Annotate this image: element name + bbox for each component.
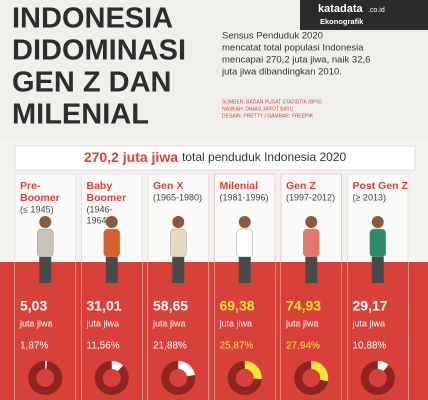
gen-name: Post Gen Z [353,180,409,192]
gen-value: 74,93 [286,298,321,314]
gen-unit: juta jiwa [352,318,386,328]
figure-body [369,228,386,258]
gen-value: 58,65 [153,298,188,314]
gen-percent: 27,94% [286,341,320,352]
donut-arc [28,361,63,395]
column-lower [214,262,275,400]
gen-years: 1964) [87,215,110,225]
banner-rest: total penduduk Indonesia 2020 [182,150,346,164]
gen-unit: juta jiwa [152,318,186,328]
figure-legs [238,257,251,283]
gen-years: (1946- [87,204,113,214]
figure-head [305,216,318,228]
banner-text: 270,2 juta jiwa total penduduk Indonesia … [84,149,347,165]
gen-unit: juta jiwa [19,318,53,328]
gen-unit: juta jiwa [285,318,319,328]
gen-value: 31,01 [87,298,122,314]
column-lower [81,262,142,400]
gen-name: Milenial [220,180,259,192]
gen-percent: 11,56% [87,341,120,352]
gen-years: (1965-1980) [153,192,202,202]
figure-head [39,216,52,228]
intro-line: juta jiwa dibandingkan 2010. [221,67,342,78]
title-line: INDONESIA [12,3,173,35]
gen-value: 5,03 [20,298,47,314]
column-lower [281,262,342,400]
logo-sub: Ekonografik [320,17,364,26]
donut-arc [360,361,395,395]
gen-name: Gen X [153,180,183,192]
logo-box [300,0,428,30]
credit-line: SUMBER: BADAN PUSAT STATISTIK (BPS) [222,99,322,105]
gen-name: Baby [87,180,113,192]
logo-domain: .co.id [368,7,385,14]
credit-line: DESAIN: PRETTY / GAMBAR: FREEPIK [222,113,314,119]
figure-head [172,216,185,228]
figure-body [103,228,120,258]
title-line: MILENIAL [12,99,149,131]
figure-head [105,216,118,228]
gen-years: (1997-2012) [286,192,335,202]
intro-line: mencapai 270,2 juta jiwa, naik 32,6 [222,55,370,66]
gen-name: Gen Z [286,180,316,192]
gen-years: (≥ 2013) [353,192,386,202]
donut-arc [94,361,129,395]
figure-head [371,216,384,228]
gen-name: Boomer [20,192,60,204]
gen-percent: 1,87% [20,341,48,352]
gen-name: Pre- [20,180,41,192]
figure-body [170,228,187,258]
banner-box [14,145,416,171]
figure-legs [39,257,52,283]
banner-bold: 270,2 juta jiwa [84,149,178,165]
logo: katadata [318,3,364,15]
donut-arc [294,361,329,395]
column-lower [347,262,408,400]
gen-value: 29,17 [353,298,388,314]
gen-years: (≤ 1945) [20,204,53,214]
gen-value: 69,38 [220,298,255,314]
figure-body [303,228,320,258]
title-line: GEN Z DAN [12,67,172,99]
figure-legs [105,257,118,283]
title-line: DIDOMINASI [12,35,186,67]
donut-arc [161,361,196,395]
column-lower [15,262,76,400]
figure-legs [172,257,185,283]
gen-percent: 25,87% [220,341,254,352]
figure-head [238,216,251,228]
gen-percent: 21,88% [153,341,187,352]
gen-unit: juta jiwa [86,318,120,328]
credit-line: NASKAH: DIMAS JAROT BAYU [222,106,294,112]
intro-line: Sensus Penduduk 2020 [222,31,323,42]
intro-line: mencatat total populasi Indonesia [222,43,364,54]
donut-arc [227,361,262,395]
column-lower [148,262,209,400]
figure-legs [371,257,384,283]
gen-percent: 10,88% [353,341,387,352]
gen-years: (1981-1996) [220,192,269,202]
figure-body [236,228,253,258]
gen-unit: juta jiwa [219,318,253,328]
gen-name: Boomer [87,192,127,204]
figure-legs [305,257,318,283]
figure-body [37,228,54,258]
